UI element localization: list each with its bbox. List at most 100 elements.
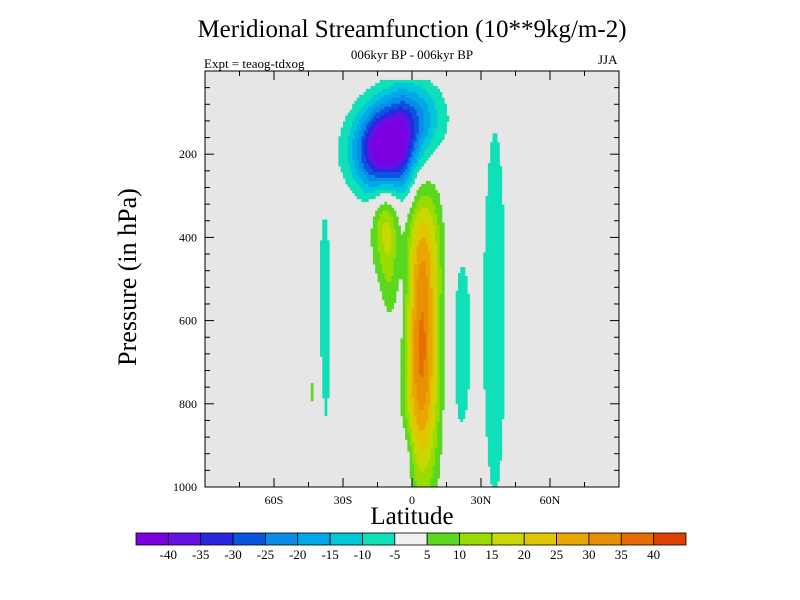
contour-cell [441, 290, 445, 295]
contour-cell [356, 112, 365, 116]
contour-cell [412, 97, 424, 102]
contour-cell [409, 400, 415, 405]
contour-cell [483, 383, 505, 387]
contour-cell [412, 231, 417, 235]
contour-cell [414, 409, 429, 414]
contour-cell [425, 264, 431, 268]
contour-cell [439, 261, 445, 265]
contour-cell [363, 130, 369, 134]
contour-cell [412, 258, 417, 262]
contour-cell [412, 448, 415, 452]
contour-cell [432, 222, 438, 226]
contour-cell [375, 118, 383, 122]
contour-cell [441, 284, 445, 289]
contour-cell [366, 169, 374, 173]
contour-cell [412, 177, 415, 182]
contour-cell [418, 326, 424, 330]
contour-cell [359, 118, 367, 122]
contour-cell [485, 216, 505, 220]
contour-cell [379, 109, 390, 113]
contour-cell [435, 359, 438, 363]
contour-cell [389, 210, 397, 215]
contour-cell [407, 442, 411, 446]
contour-cell [340, 130, 351, 134]
contour-cell [423, 118, 431, 122]
contour-cell [320, 341, 330, 345]
contour-cell [310, 388, 314, 393]
contour-cell [409, 451, 413, 455]
contour-cell [425, 445, 434, 449]
contour-cell [412, 299, 415, 304]
chart-title: Meridional Streamfunction (10**9kg/m-2) [197, 16, 627, 43]
contour-cell [414, 335, 420, 339]
contour-cell [377, 130, 408, 134]
contour-cell [366, 118, 371, 122]
contour-cell [407, 314, 411, 319]
contour-cell [430, 284, 436, 289]
contour-cell [432, 388, 438, 393]
contour-cell [320, 329, 330, 333]
contour-cell [375, 189, 397, 194]
contour-cell [368, 130, 371, 134]
contour-cell [455, 329, 470, 333]
contour-cell [441, 287, 445, 292]
contour-cell [428, 338, 434, 342]
contour-cell [393, 273, 408, 277]
contour-cell [400, 100, 406, 105]
contour-cell [405, 305, 408, 310]
contour-cell [409, 121, 415, 125]
contour-cell [375, 82, 394, 87]
contour-cell [432, 290, 436, 295]
contour-cell [407, 320, 411, 324]
contour-cell [359, 94, 374, 99]
contour-cell [414, 207, 422, 212]
contour-cell [382, 124, 406, 128]
contour-cell [372, 169, 401, 173]
contour-cell [483, 308, 505, 313]
contour-cell [439, 323, 445, 327]
contour-cell [485, 412, 505, 417]
contour-cell [409, 391, 413, 396]
contour-cell [391, 192, 408, 197]
contour-cell [425, 267, 431, 271]
contour-cell [382, 225, 390, 229]
contour-cell [347, 151, 353, 155]
contour-cell [412, 374, 415, 378]
contour-cell [487, 186, 503, 191]
contour-cell [322, 371, 330, 375]
contour-cell [382, 228, 392, 232]
contour-cell [485, 427, 503, 431]
contour-cell [386, 252, 390, 256]
contour-cell [487, 172, 503, 176]
contour-cell [483, 287, 505, 292]
contour-cell [485, 201, 503, 206]
contour-cell [400, 353, 406, 357]
contour-cell [377, 234, 383, 238]
contour-cell [485, 198, 503, 203]
contour-cell [405, 388, 408, 393]
contour-cell [400, 169, 406, 173]
colorbar-label: 10 [453, 547, 466, 562]
contour-cell [483, 281, 505, 286]
contour-cell [409, 421, 413, 425]
contour-cell [423, 151, 434, 155]
contour-cell [439, 228, 445, 232]
contour-cell [391, 103, 411, 108]
contour-cell [414, 356, 420, 360]
contour-cell [416, 421, 427, 425]
contour-cell [414, 267, 420, 271]
contour-cell [487, 448, 503, 452]
contour-cell [435, 362, 438, 366]
contour-cell [409, 356, 413, 360]
contour-cell [430, 418, 436, 423]
contour-cell [320, 314, 330, 319]
contour-cell [416, 139, 420, 143]
contour-cell [382, 118, 397, 122]
contour-cell [407, 166, 411, 170]
contour-cell [372, 255, 381, 259]
contour-cell [409, 142, 413, 146]
contour-cell [435, 287, 438, 292]
contour-cell [432, 302, 436, 307]
contour-cell [395, 228, 401, 232]
contour-cell [412, 240, 415, 244]
